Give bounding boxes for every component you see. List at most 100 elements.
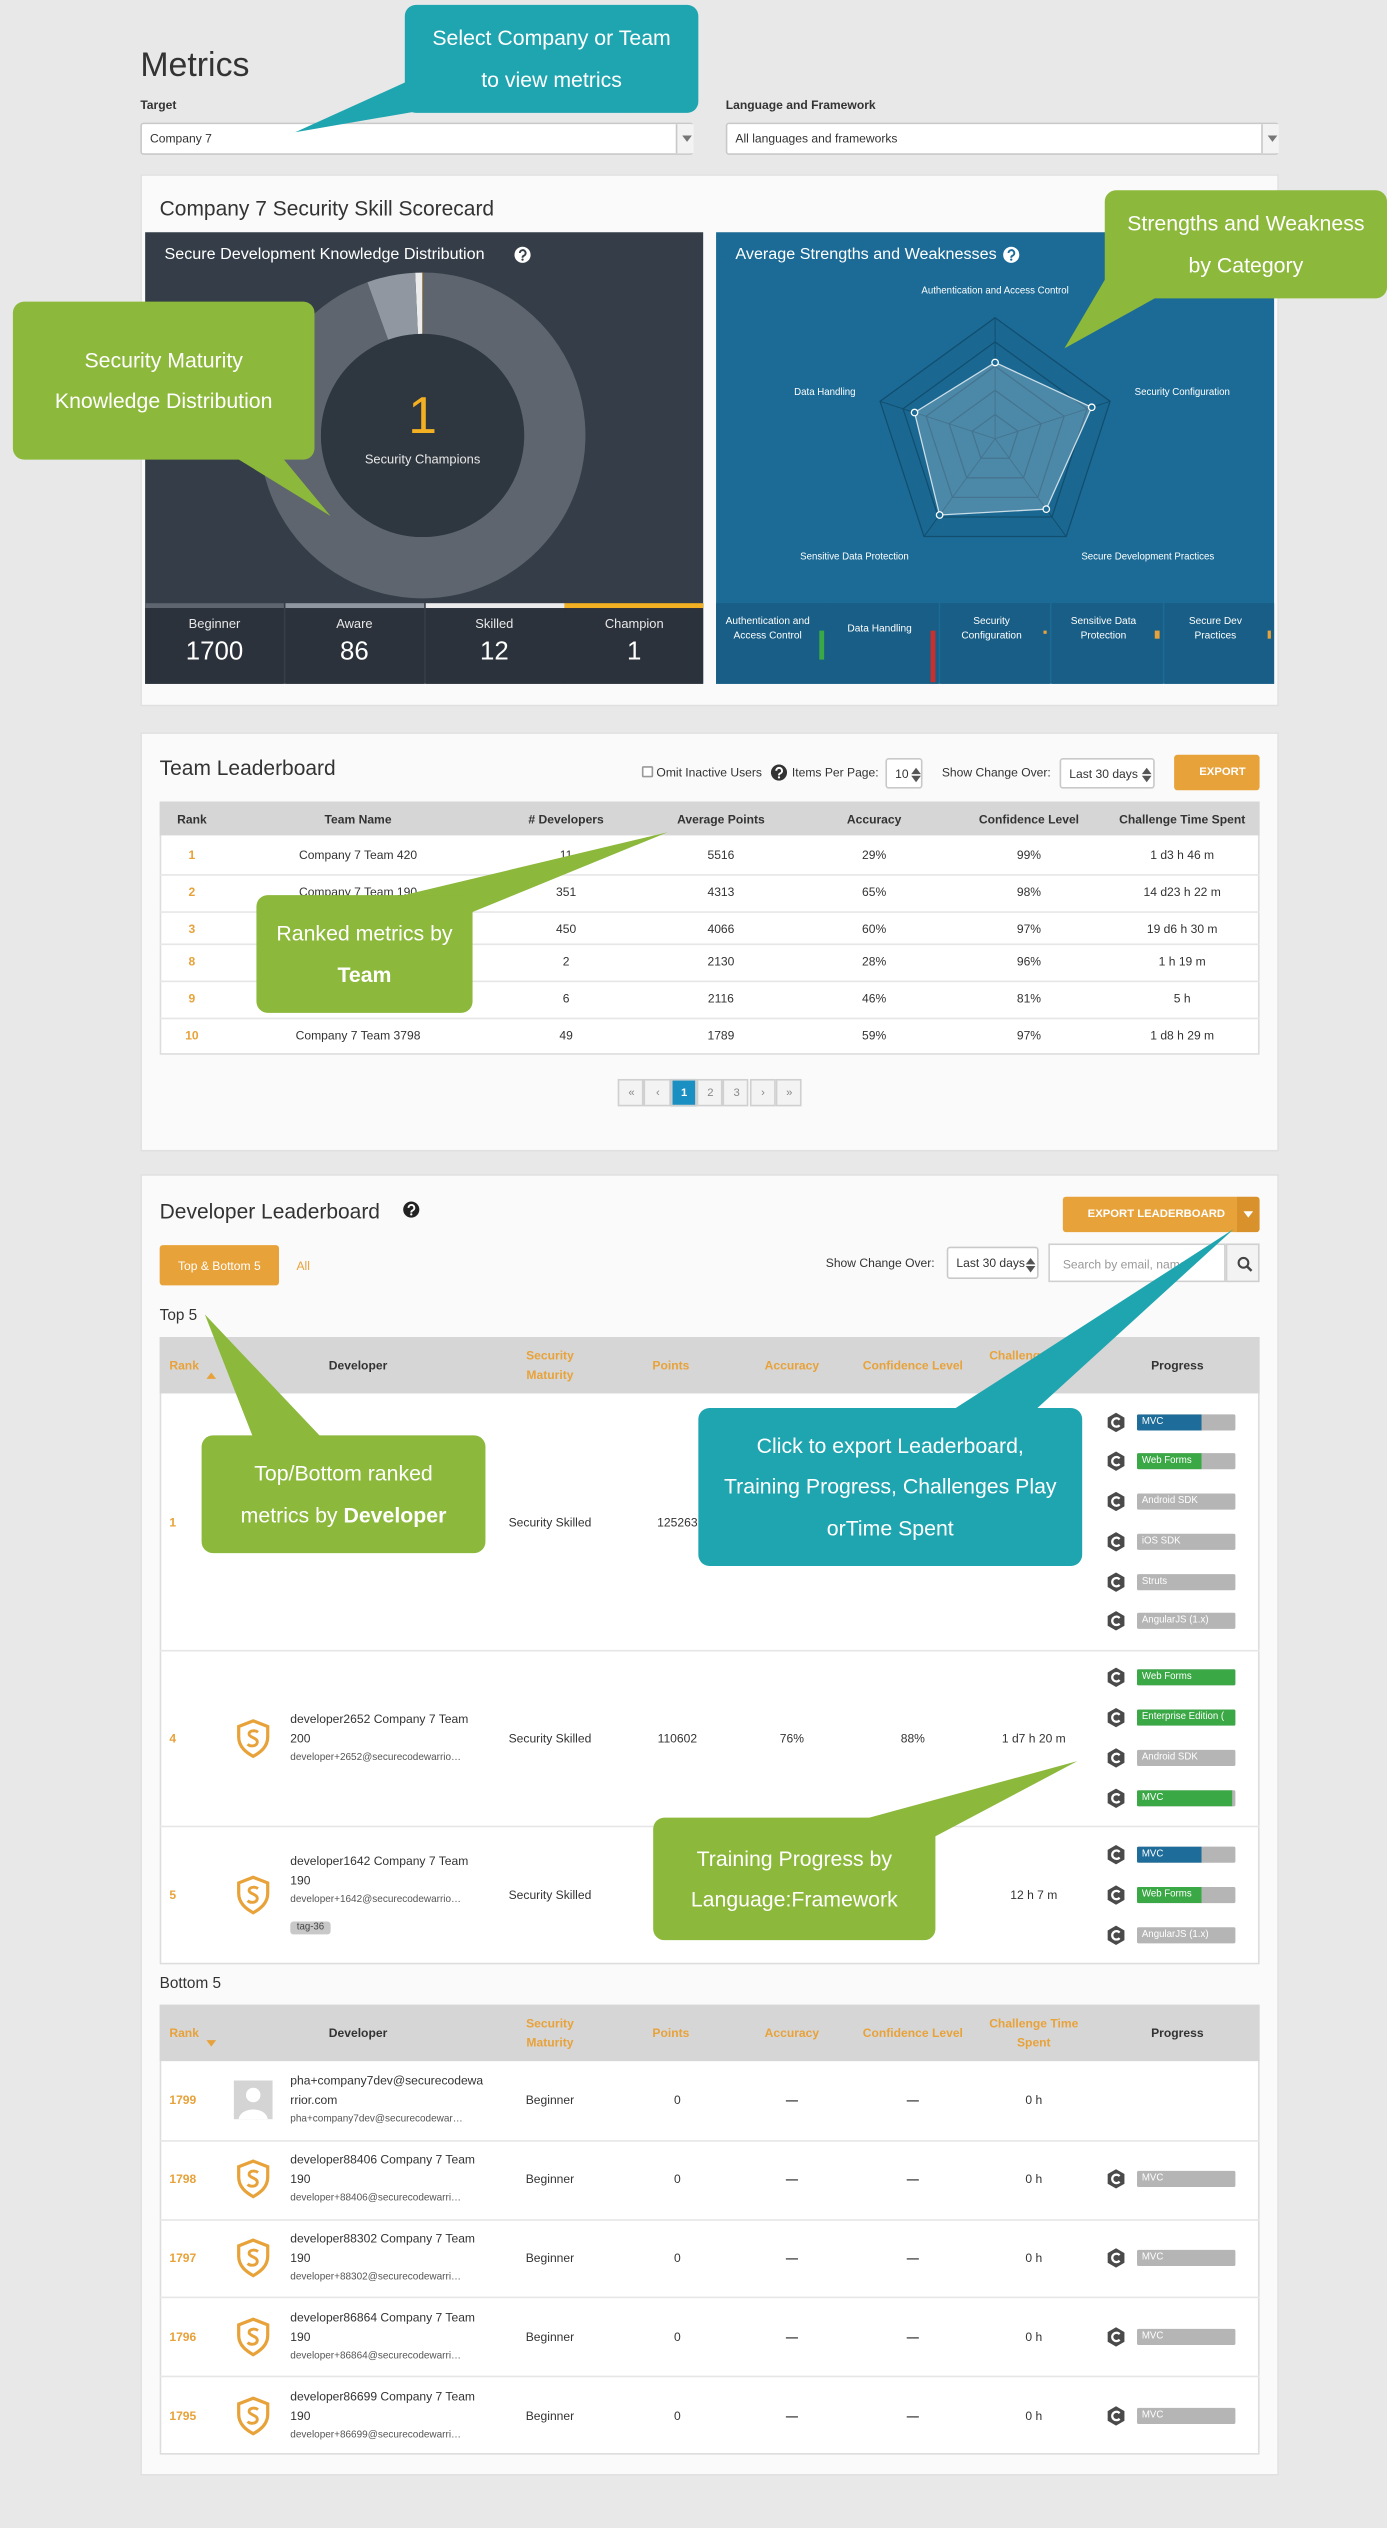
icon-hex xyxy=(1107,1708,1125,1728)
control-label: Show Change Over: xyxy=(941,765,1051,780)
table-header xyxy=(159,2004,1260,2062)
progress-label: Web Forms xyxy=(1141,1890,1192,1900)
page-button[interactable]: 2 xyxy=(696,1078,723,1107)
callout-text: Training Progress by Language:Framework xyxy=(690,1846,898,1912)
column-header: Points xyxy=(652,2025,690,2041)
language-icon xyxy=(1107,1571,1125,1592)
language-icon xyxy=(1107,1925,1125,1945)
table-cell: — xyxy=(906,2093,919,2108)
radar-ring xyxy=(971,413,1019,459)
page-button[interactable]: ‹ xyxy=(643,1078,671,1107)
level-box: Beginner 1700 xyxy=(145,603,284,684)
table-cell: 1 d7 h 20 m xyxy=(1001,1730,1066,1746)
developer-email: developer+86864@securecodewarri… xyxy=(290,2350,462,2362)
panel-title: Team Leaderboard xyxy=(159,755,336,780)
caret xyxy=(1243,1211,1254,1218)
radar-panel: Average Strengths and Weaknesses Authenti… xyxy=(716,232,1275,684)
caret-icon xyxy=(1266,135,1277,142)
icon-c xyxy=(1111,1615,1121,1627)
shield-mark xyxy=(246,1728,259,1747)
page-label: « xyxy=(628,1087,635,1100)
radar-point xyxy=(1042,505,1051,514)
callout: Ranked metrics by Team xyxy=(256,895,473,1013)
icon-hex xyxy=(1107,1531,1125,1552)
select[interactable]: Last 30 days xyxy=(1059,758,1155,789)
caret-icon xyxy=(1243,1211,1254,1218)
developer-email: pha+company7dev@securecodewar… xyxy=(290,2114,463,2126)
table-cell: — xyxy=(785,2408,798,2423)
export-button[interactable]: EXPORT xyxy=(1174,754,1260,791)
callout: Strengths and Weakness by Category xyxy=(1104,190,1387,299)
tab[interactable]: Top & Bottom 5 xyxy=(159,1245,280,1286)
table-cell: 0 xyxy=(674,2171,681,2187)
rank: 1798 xyxy=(169,2171,197,2187)
row-divider xyxy=(159,2375,1260,2378)
table-cell: 110602 xyxy=(657,1730,698,1746)
level-value: 12 xyxy=(479,638,509,667)
level-bar xyxy=(145,603,284,609)
field-label: Language and Framework xyxy=(725,97,876,113)
icon-c xyxy=(1111,1576,1121,1587)
export-dropdown[interactable] xyxy=(1237,1196,1260,1233)
shield xyxy=(237,2395,270,2435)
select[interactable]: Last 30 days xyxy=(946,1246,1039,1279)
progress-bar: Enterprise Edition ( xyxy=(1137,1709,1236,1726)
shield-mark xyxy=(246,2406,259,2425)
radar-label: Secure Development Practices xyxy=(1081,552,1215,563)
radar-ring xyxy=(925,365,1065,499)
table-cell: Security Skilled xyxy=(508,1514,592,1529)
level-name: Champion xyxy=(604,616,664,632)
level-value: 1700 xyxy=(185,638,244,667)
table-cell: — xyxy=(785,2093,798,2108)
icon-c xyxy=(1111,2173,1121,2185)
progress-bar: Web Forms xyxy=(1137,1453,1236,1470)
caret xyxy=(1141,767,1152,775)
caret xyxy=(911,767,921,775)
page-button[interactable]: 3 xyxy=(722,1078,750,1107)
page-button[interactable]: » xyxy=(775,1078,802,1107)
page-button[interactable]: « xyxy=(617,1078,644,1107)
caret xyxy=(206,2040,217,2047)
checkbox[interactable] xyxy=(641,766,654,778)
icon-hex xyxy=(1107,1571,1125,1592)
callout: Select Company or Team to view metrics xyxy=(404,4,699,113)
table-cell: 46% xyxy=(862,991,887,1006)
donut-segment xyxy=(259,272,586,599)
tab[interactable]: All xyxy=(296,1258,310,1274)
table-cell: Beginner xyxy=(525,2250,575,2266)
level-box: Skilled 12 xyxy=(424,603,564,684)
rank: 1797 xyxy=(169,2250,197,2266)
page-button[interactable]: 1 xyxy=(670,1078,697,1107)
select[interactable]: 10 xyxy=(885,758,923,789)
table-cell: 125263 xyxy=(657,1514,698,1529)
icon-c xyxy=(1111,2410,1121,2421)
help-dot xyxy=(410,1213,413,1216)
radar-ring xyxy=(948,389,1042,479)
select[interactable]: All languages and frameworks xyxy=(725,122,1279,155)
table-cell: 351 xyxy=(555,884,577,900)
progress-label: MVC xyxy=(1141,2410,1164,2421)
search-button[interactable] xyxy=(1225,1243,1260,1283)
donut-segment xyxy=(367,272,418,340)
panel-title: Company 7 Security Skill Scorecard xyxy=(159,195,495,221)
progress-label: Android SDK xyxy=(1141,1752,1198,1763)
shield-mark xyxy=(246,2169,259,2188)
level-name: Beginner xyxy=(188,616,241,632)
progress-label: Web Forms xyxy=(1141,1457,1192,1467)
avatar xyxy=(237,1718,270,1758)
table-cell: 97% xyxy=(1016,921,1042,937)
select[interactable]: Company 7 xyxy=(140,122,694,155)
page-button[interactable]: › xyxy=(749,1078,776,1107)
table-cell: 60% xyxy=(862,921,887,937)
table-cell: — xyxy=(906,2171,919,2187)
caret-icon xyxy=(1141,775,1152,783)
progress-bar: Web Forms xyxy=(1137,1669,1236,1687)
icon-hex xyxy=(1107,1787,1125,1808)
export-button[interactable]: EXPORT LEADERBOARD xyxy=(1062,1196,1238,1233)
progress-bar: MVC xyxy=(1137,2407,1236,2424)
avatar xyxy=(237,2395,270,2435)
category-label: Data Handling xyxy=(847,623,912,635)
column-header: Points xyxy=(652,1357,690,1373)
radar-label: Security Configuration xyxy=(1134,388,1230,399)
help-icon xyxy=(514,246,531,263)
